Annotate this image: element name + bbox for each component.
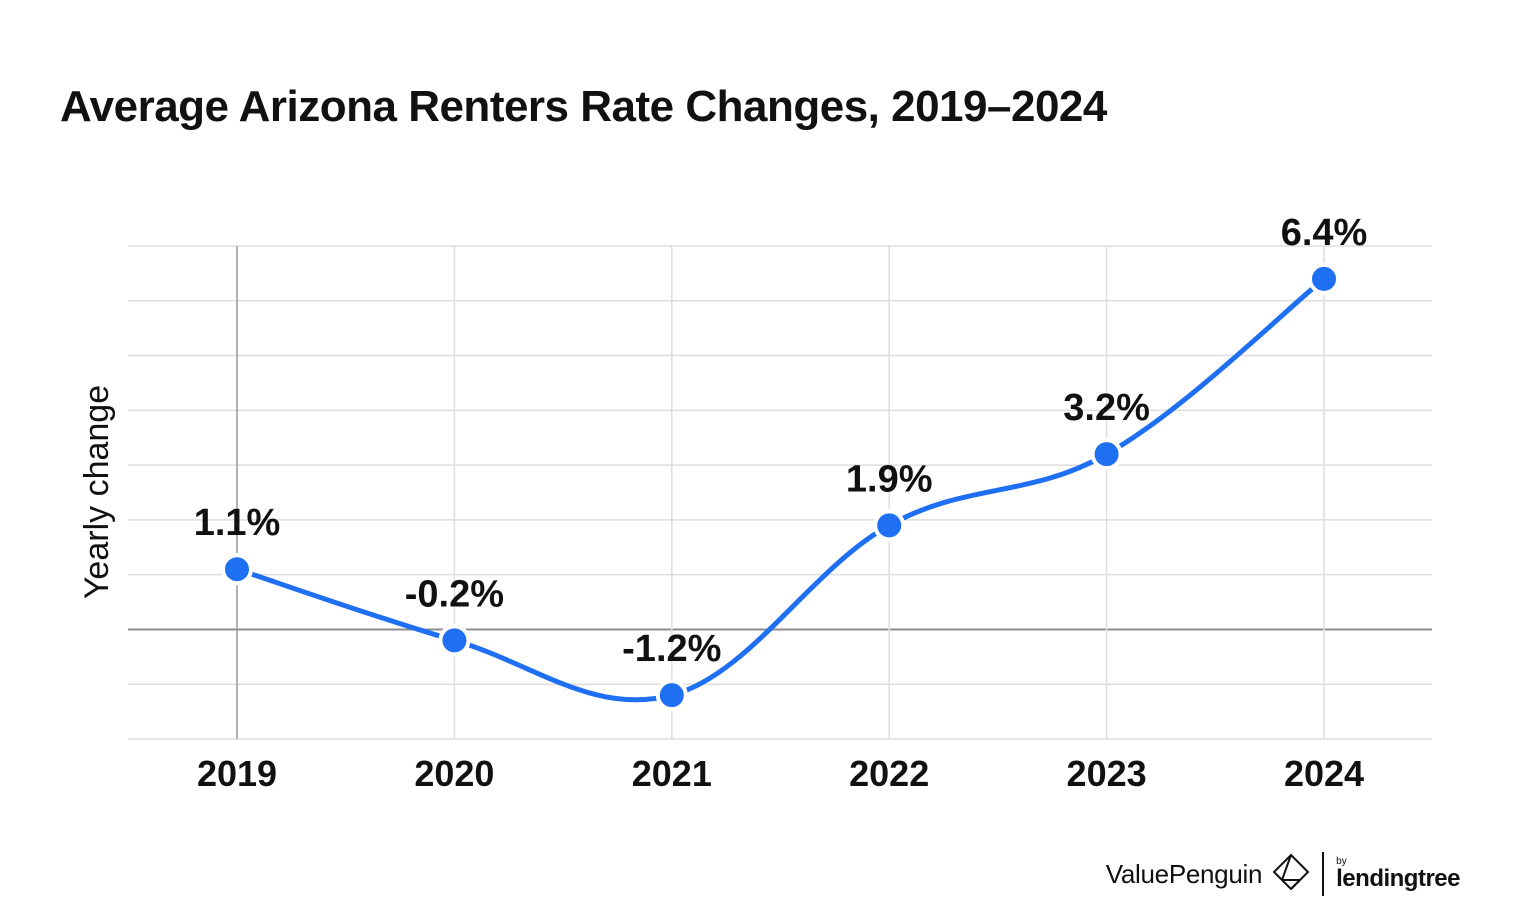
data-label-2024: 6.4% [1281,212,1368,254]
x-tick-label-2023: 2023 [1067,753,1147,794]
data-label-2021: -1.2% [622,628,721,670]
x-tick-label-2024: 2024 [1284,753,1364,794]
partner-logo: by lendingtree [1336,857,1460,891]
chart-title: Average Arizona Renters Rate Changes, 20… [60,82,1107,131]
x-tick-label-2019: 2019 [197,753,277,794]
partner-name: lendingtree [1336,865,1460,892]
x-tick-label-2020: 2020 [414,753,494,794]
data-point-2023 [1090,438,1123,471]
partner-by-label: by [1336,856,1347,867]
y-axis-label: Yearly change [78,385,116,599]
data-point-2021 [655,679,688,712]
brand-divider [1322,852,1325,896]
data-label-layer: 1.1% -0.2% -1.2% 1.9% 3.2% 6.4% [194,212,1368,670]
grid-layer [128,245,1432,740]
brand-name: ValuePenguin [1105,858,1263,889]
penguin-logo-icon [1272,853,1310,896]
footer-brand: ValuePenguin by lendingtree [1106,852,1460,896]
data-point-2024 [1308,262,1340,295]
data-label-2023: 3.2% [1063,387,1150,429]
series-line [234,276,1327,703]
data-label-2022: 1.9% [846,458,933,500]
data-label-2019: 1.1% [194,502,281,544]
line-layer [234,276,1327,703]
x-tick-label-2021: 2021 [632,753,712,794]
x-tick-label-2022: 2022 [849,753,929,794]
marker-layer [221,262,1340,712]
data-point-2020 [438,624,471,657]
data-point-2022 [873,509,906,542]
data-label-2020: -0.2% [405,573,504,615]
data-point-2019 [221,553,253,586]
x-tick-layer: 2019 2020 2021 2022 2023 2024 [197,753,1364,794]
